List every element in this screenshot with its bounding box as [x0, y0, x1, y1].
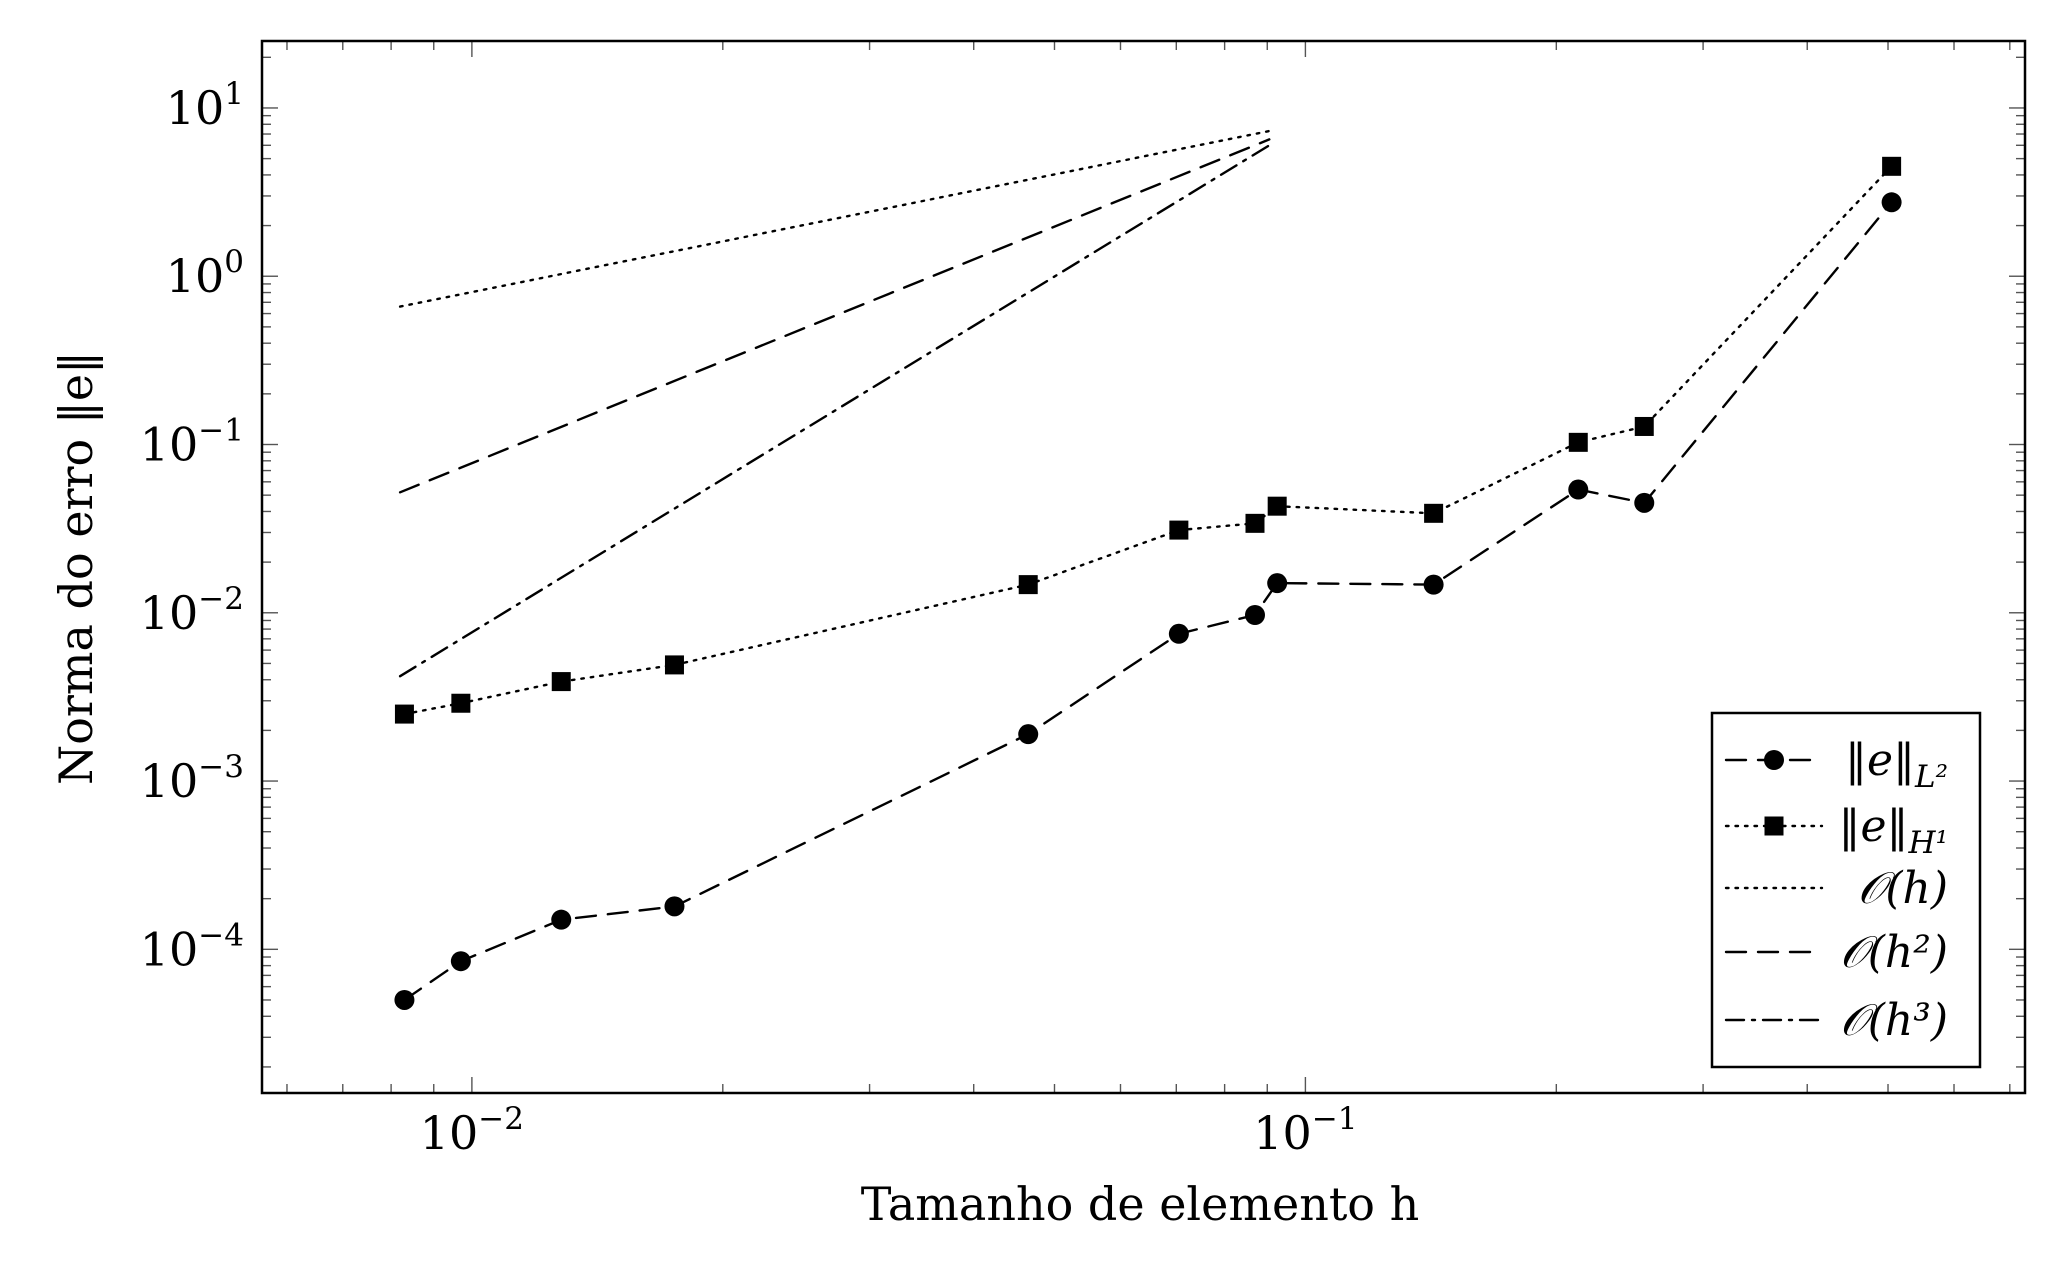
x-axis-title: Tamanho de elemento h	[861, 1177, 1420, 1231]
data-point	[394, 989, 415, 1010]
series-line	[403, 201, 1893, 1002]
data-point	[1018, 724, 1039, 745]
y-tick-label: 10−3	[140, 749, 244, 808]
y-tick-label: 10−2	[140, 581, 244, 640]
legend-label: ‖e‖L²	[1845, 735, 1948, 795]
y-tick-label: 100	[166, 244, 244, 303]
tick-labels: 10−2 10−1 10−4 10−3 10−2 10−1 100 101	[140, 76, 1358, 1160]
plot-frame	[260, 39, 2027, 1095]
x-tick-label: 10−1	[1253, 1101, 1357, 1160]
series-3	[398, 129, 1271, 308]
series-2	[394, 156, 1902, 724]
x-tick-label: 10−2	[420, 1101, 524, 1160]
series-line	[398, 129, 1271, 308]
legend-entry: ‖e‖H¹	[1724, 801, 1948, 861]
y-tick-label: 10−4	[140, 917, 244, 976]
series-5	[398, 144, 1271, 678]
data-point	[1882, 156, 1902, 176]
data-point	[1424, 503, 1444, 523]
y-tick-label: 101	[166, 76, 244, 135]
data-point	[1168, 623, 1189, 644]
series-line	[398, 144, 1271, 678]
data-point	[451, 693, 471, 713]
y-tick-label: 10−1	[140, 413, 244, 472]
data-point	[1018, 575, 1038, 595]
data-point	[1568, 479, 1589, 500]
series-line	[398, 138, 1271, 494]
data-point	[1634, 416, 1654, 436]
minor-ticks	[262, 41, 2025, 1093]
data-point	[664, 896, 685, 917]
data-point	[1568, 432, 1588, 452]
data-point	[664, 655, 684, 675]
series-1	[394, 192, 1902, 1010]
data-point	[551, 672, 571, 692]
legend-entry: 𝒪(h³)	[1724, 995, 1948, 1046]
data-point	[394, 704, 414, 724]
series-line	[403, 165, 1893, 716]
series-4	[398, 138, 1271, 494]
data-point	[1881, 192, 1902, 213]
legend-label: 𝒪(h²)	[1840, 927, 1948, 978]
data-point	[1634, 492, 1655, 513]
legend-entry: 𝒪(h)	[1724, 863, 1948, 914]
legend-entry: 𝒪(h²)	[1724, 927, 1948, 978]
data-point	[1245, 513, 1265, 533]
data-point	[1267, 496, 1287, 516]
major-ticks	[262, 41, 2025, 1093]
data-point	[450, 951, 471, 972]
legend-label: 𝒪(h³)	[1840, 995, 1948, 1046]
data-point	[1244, 605, 1265, 626]
data-point	[551, 909, 572, 930]
legend-marker	[1764, 816, 1784, 836]
legend-marker	[1764, 750, 1784, 770]
legend-label: 𝒪(h)	[1858, 863, 1948, 914]
legend: ‖e‖L²‖e‖H¹𝒪(h) 𝒪(h²) 𝒪(h³)	[1710, 711, 1982, 1069]
legend-entry: ‖e‖L²	[1724, 735, 1948, 795]
y-axis-title: Norma do erro ‖e‖	[49, 351, 103, 785]
legend-label: ‖e‖H¹	[1838, 801, 1948, 861]
legend-box	[1710, 711, 1982, 1069]
data-point	[1423, 574, 1444, 595]
series-layer	[394, 129, 1902, 1010]
data-point	[1169, 520, 1189, 540]
data-point	[1267, 573, 1288, 594]
